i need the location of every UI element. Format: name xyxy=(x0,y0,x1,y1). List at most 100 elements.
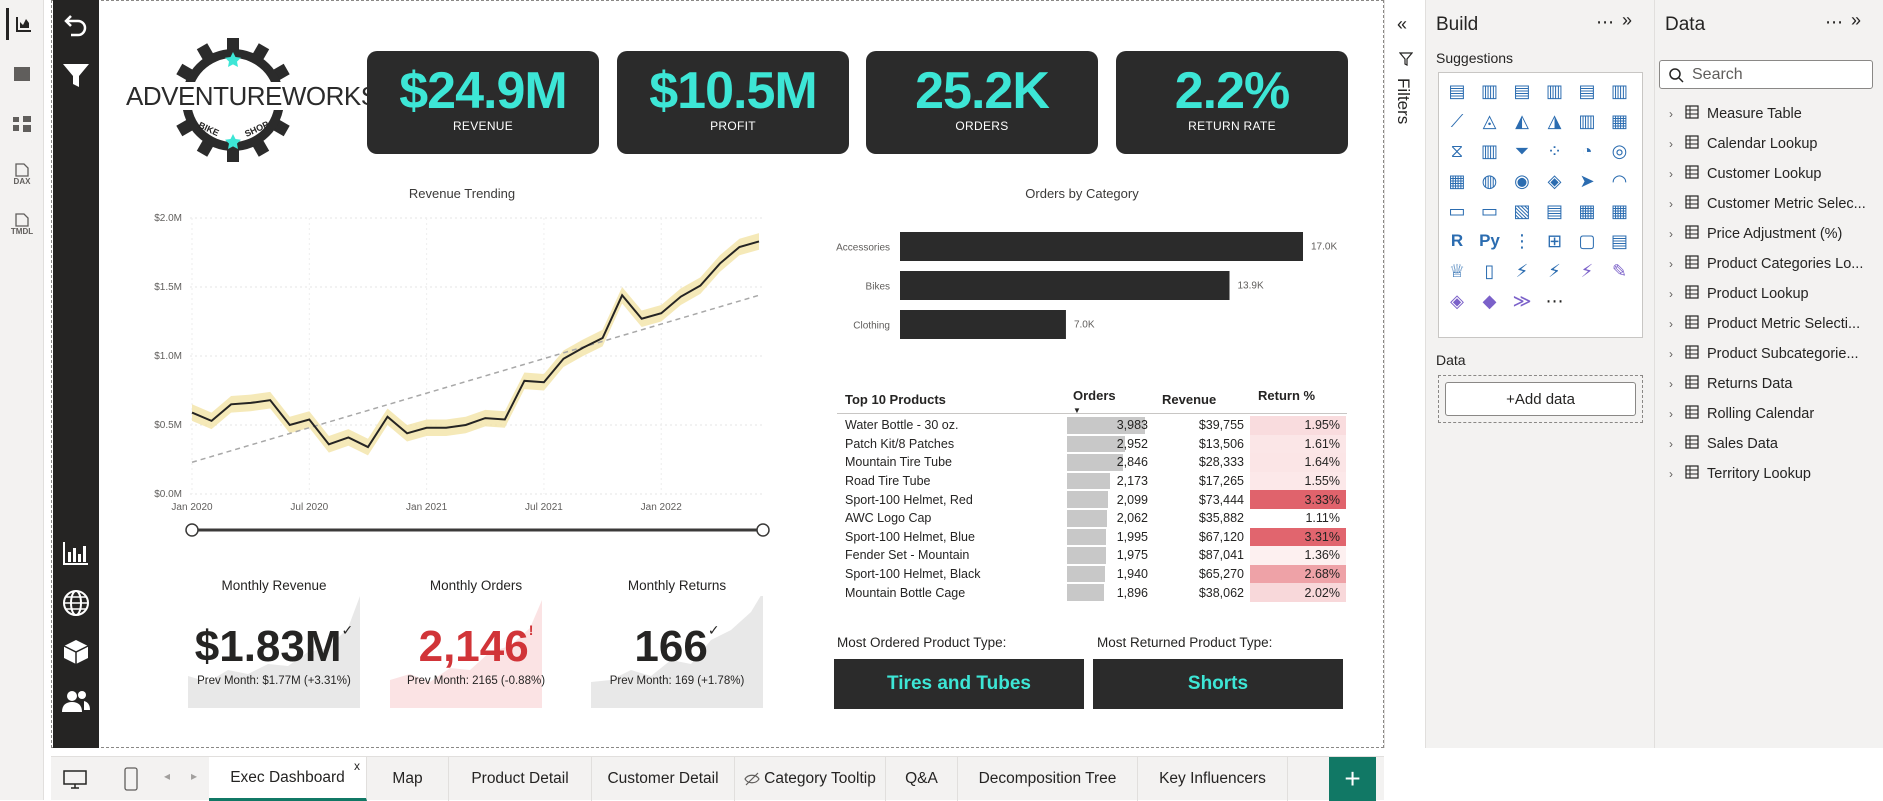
category-bar[interactable] xyxy=(900,271,1230,300)
tab-category-tooltip[interactable]: Category Tooltip xyxy=(735,757,886,801)
viz-slicer-icon[interactable]: ▤ xyxy=(1541,197,1569,225)
viz-chevron-icon[interactable]: ≫ xyxy=(1508,287,1536,315)
viz-pie-icon[interactable]: ◔ xyxy=(1573,137,1601,165)
chevron-right-icon[interactable]: › xyxy=(1669,107,1685,121)
data-search-input[interactable]: Search xyxy=(1659,60,1873,89)
viz-treemap-icon[interactable]: ▦ xyxy=(1443,167,1471,195)
viz-r-visual-icon[interactable]: R xyxy=(1443,227,1471,255)
viz-clustered-bar-icon[interactable]: ▤ xyxy=(1508,77,1536,105)
most-ordered-value[interactable]: Tires and Tubes xyxy=(834,659,1084,709)
viz-waterfall-icon[interactable]: ▥ xyxy=(1476,137,1504,165)
viz-power-apps-icon[interactable]: ⚡ xyxy=(1508,257,1536,285)
tab-customer-detail[interactable]: Customer Detail xyxy=(592,757,735,801)
viz-map-icon[interactable]: ◍ xyxy=(1476,167,1504,195)
viz-decomposition-tree-icon[interactable]: ⊞ xyxy=(1541,227,1569,255)
chevron-right-icon[interactable]: › xyxy=(1669,377,1685,391)
viz-arcgis-icon[interactable]: ◈ xyxy=(1443,287,1471,315)
col-header-orders[interactable]: Orders ▼ xyxy=(1063,384,1150,407)
filters-pane-collapsed[interactable]: « Filters xyxy=(1384,0,1425,748)
viz-metrics-icon[interactable]: ♕ xyxy=(1443,257,1471,285)
model-view-button[interactable] xyxy=(6,108,38,140)
viz-area-icon[interactable]: ◬ xyxy=(1476,107,1504,135)
data-table-item[interactable]: ›Returns Data xyxy=(1669,372,1879,396)
more-options-icon[interactable]: ⋯ xyxy=(1596,12,1614,33)
viz-copilot-icon[interactable]: ✎ xyxy=(1606,257,1634,285)
viz-key-influencers-icon[interactable]: ⋮ xyxy=(1508,227,1536,255)
nav-product-button[interactable] xyxy=(61,636,91,666)
chevron-right-icon[interactable]: › xyxy=(1669,167,1685,181)
tab-decomposition-tree[interactable]: Decomposition Tree xyxy=(958,757,1138,801)
data-table-item[interactable]: ›Product Categories Lo... xyxy=(1669,252,1879,276)
viz-clustered-column-icon[interactable]: ▥ xyxy=(1541,77,1569,105)
viz-filled-map-icon[interactable]: ◉ xyxy=(1508,167,1536,195)
collapse-data-icon[interactable]: » xyxy=(1851,10,1861,31)
most-returned-value[interactable]: Shorts xyxy=(1093,659,1343,709)
chevron-right-icon[interactable]: › xyxy=(1669,197,1685,211)
chevron-right-icon[interactable]: › xyxy=(1669,317,1685,331)
viz-smart-narrative-icon[interactable]: ⚡ xyxy=(1573,257,1601,285)
scroll-right-icon[interactable]: ▸ xyxy=(191,769,197,783)
tab-exec-dashboard[interactable]: Exec Dashboard x xyxy=(209,757,367,801)
scroll-left-icon[interactable]: ◂ xyxy=(164,769,170,783)
viz-donut-icon[interactable]: ◎ xyxy=(1606,137,1634,165)
date-slider-start-handle[interactable] xyxy=(186,524,198,536)
data-table-item[interactable]: ›Territory Lookup xyxy=(1669,462,1879,486)
col-header-return[interactable]: Return % xyxy=(1250,384,1346,407)
data-table-item[interactable]: ›Calendar Lookup xyxy=(1669,132,1879,156)
viz-qa-icon[interactable]: ▢ xyxy=(1573,227,1601,255)
viz-shape-map-icon[interactable]: ◈ xyxy=(1541,167,1569,195)
viz-100-area-icon[interactable]: ◮ xyxy=(1541,107,1569,135)
date-slider-end-handle[interactable] xyxy=(757,524,769,536)
viz-card-icon[interactable]: ▭ xyxy=(1443,197,1471,225)
top-products-table[interactable]: Top 10 Products Orders ▼ Revenue Return … xyxy=(837,384,1347,602)
col-header-product[interactable]: Top 10 Products xyxy=(837,392,1063,407)
data-table-item[interactable]: ›Customer Metric Selec... xyxy=(1669,192,1879,216)
viz-paginated-icon[interactable]: ▯ xyxy=(1476,257,1504,285)
data-table-item[interactable]: ›Measure Table xyxy=(1669,102,1879,126)
viz-100-column-icon[interactable]: ▥ xyxy=(1606,77,1634,105)
dax-query-button[interactable]: DAX xyxy=(6,158,38,190)
chevron-right-icon[interactable]: › xyxy=(1669,257,1685,271)
tab-key-influencers[interactable]: Key Influencers xyxy=(1138,757,1288,801)
viz-line-column-icon[interactable]: ▥ xyxy=(1573,107,1601,135)
mobile-layout-icon[interactable] xyxy=(124,767,138,791)
tab-product-detail[interactable]: Product Detail xyxy=(449,757,592,801)
viz-azure-map-icon[interactable]: ➤ xyxy=(1573,167,1601,195)
chevron-right-icon[interactable]: › xyxy=(1669,287,1685,301)
chevron-right-icon[interactable]: › xyxy=(1669,467,1685,481)
kpi-card-orders[interactable]: 25.2K ORDERS xyxy=(866,51,1098,154)
data-table-item[interactable]: ›Sales Data xyxy=(1669,432,1879,456)
close-tab-icon[interactable]: x xyxy=(354,759,360,773)
viz-line-clustered-icon[interactable]: ▦ xyxy=(1606,107,1634,135)
tmdl-view-button[interactable]: TMDL xyxy=(6,208,38,240)
chevron-right-icon[interactable]: › xyxy=(1669,347,1685,361)
col-header-revenue[interactable]: Revenue xyxy=(1150,392,1250,407)
expand-filters-icon[interactable]: « xyxy=(1397,14,1407,35)
category-bar[interactable] xyxy=(900,232,1303,261)
nav-exec-button[interactable] xyxy=(61,538,91,568)
data-table-item[interactable]: ›Customer Lookup xyxy=(1669,162,1879,186)
back-button[interactable] xyxy=(61,10,91,40)
viz-ribbon-icon[interactable]: ⧖ xyxy=(1443,137,1471,165)
tab-qa[interactable]: Q&A xyxy=(886,757,958,801)
chevron-right-icon[interactable]: › xyxy=(1669,437,1685,451)
data-table-item[interactable]: ›Price Adjustment (%) xyxy=(1669,222,1879,246)
viz-line-icon[interactable]: ⟋ xyxy=(1443,107,1471,135)
table-view-button[interactable] xyxy=(6,58,38,90)
desktop-layout-icon[interactable] xyxy=(63,770,87,790)
kpi-card-profit[interactable]: $10.5M PROFIT xyxy=(617,51,849,154)
data-table-item[interactable]: ›Product Lookup xyxy=(1669,282,1879,306)
viz-more-icon[interactable]: ⋯ xyxy=(1541,287,1569,315)
add-data-button[interactable]: +Add data xyxy=(1445,382,1636,416)
viz-gauge-icon[interactable]: ◠ xyxy=(1606,167,1634,195)
